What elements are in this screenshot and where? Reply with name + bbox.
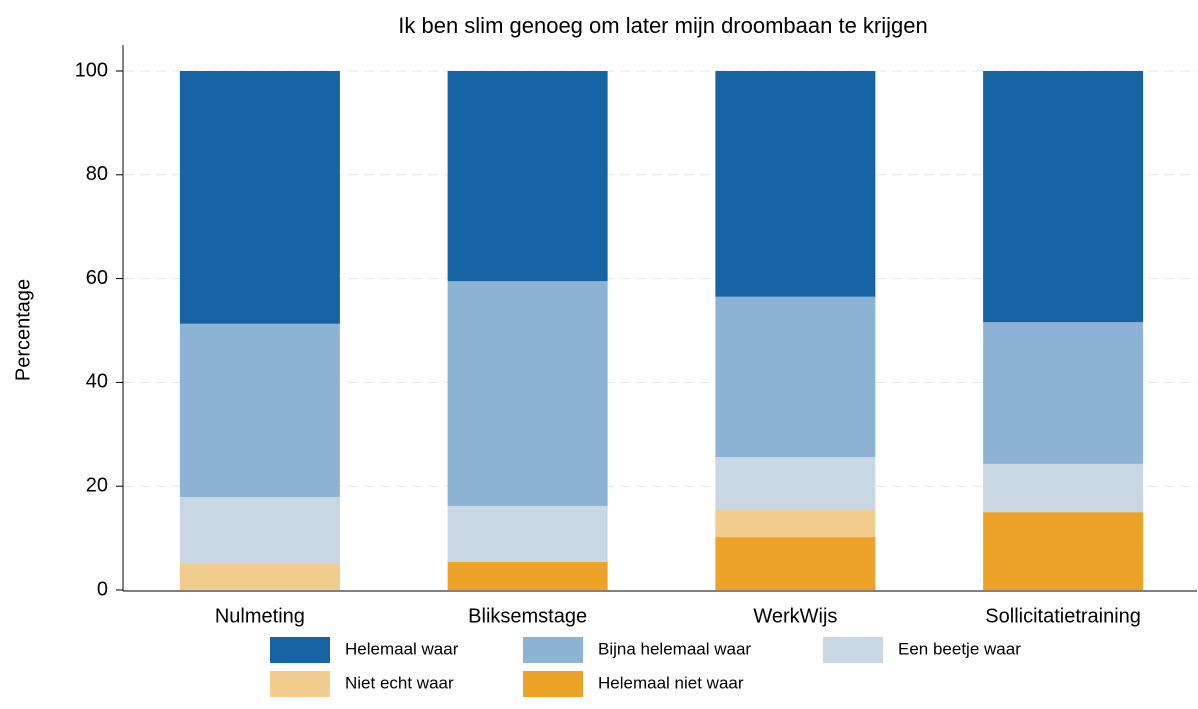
- bar-segment: [983, 512, 1144, 590]
- bar-segment: [715, 537, 876, 590]
- legend-swatch: [270, 671, 330, 697]
- bar-segment: [983, 463, 1144, 513]
- legend-label: Niet echt waar: [345, 673, 454, 692]
- bar-segment: [715, 296, 876, 458]
- y-tick-label: 20: [86, 474, 108, 496]
- legend-label: Bijna helemaal waar: [598, 639, 751, 658]
- bar-segment: [715, 510, 876, 538]
- x-tick-label: Bliksemstage: [468, 605, 587, 627]
- bar-segment: [983, 71, 1144, 323]
- bar-segment: [179, 497, 340, 564]
- y-tick-label: 100: [75, 59, 108, 81]
- x-tick-label: WerkWijs: [753, 605, 837, 627]
- legend-label: Een beetje waar: [898, 639, 1021, 658]
- x-tick-label: Sollicitatietraining: [985, 605, 1141, 627]
- y-tick-label: 80: [86, 163, 108, 185]
- legend-label: Helemaal waar: [345, 639, 459, 658]
- legend-swatch: [523, 637, 583, 663]
- bar-segment: [179, 563, 340, 590]
- x-tick-label: Nulmeting: [215, 605, 305, 627]
- y-tick-label: 60: [86, 267, 108, 289]
- bar-segment: [447, 561, 608, 590]
- bar-segment: [715, 71, 876, 297]
- legend-swatch: [523, 671, 583, 697]
- legend-swatch: [270, 637, 330, 663]
- bar-segment: [983, 322, 1144, 464]
- bar-segment: [447, 505, 608, 562]
- legend-swatch: [823, 637, 883, 663]
- bar-segment: [179, 71, 340, 324]
- y-tick-label: 40: [86, 371, 108, 393]
- bar-segment: [179, 323, 340, 498]
- chart-title: Ik ben slim genoeg om later mijn droomba…: [398, 13, 928, 38]
- y-tick-label: 0: [97, 578, 108, 600]
- y-axis-label: Percentage: [12, 279, 34, 381]
- bar-segment: [447, 71, 608, 282]
- bar-segment: [447, 281, 608, 506]
- legend-label: Helemaal niet waar: [598, 673, 744, 692]
- bar-segment: [715, 457, 876, 511]
